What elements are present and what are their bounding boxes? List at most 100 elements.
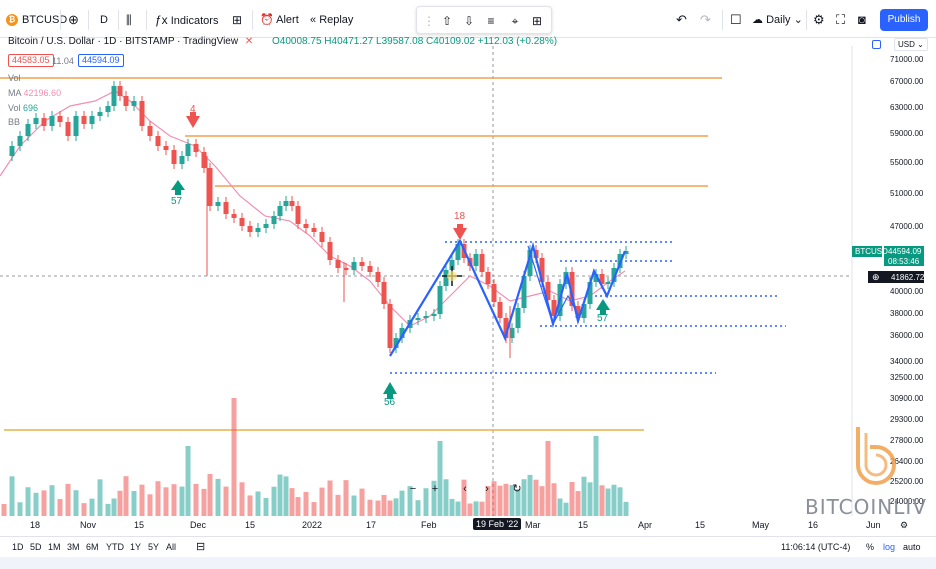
currency-selector[interactable]: USD ⌄ bbox=[894, 38, 928, 51]
volume-bar bbox=[193, 483, 199, 516]
volume-bar bbox=[437, 441, 443, 516]
range-button[interactable]: 1Y bbox=[130, 542, 142, 552]
range-button[interactable]: All bbox=[166, 542, 177, 552]
volume-bar bbox=[231, 398, 237, 516]
templates-icon[interactable]: ⊞ bbox=[232, 13, 243, 27]
candle-body bbox=[359, 262, 365, 266]
price-axis-label: 34000.00 bbox=[890, 357, 924, 366]
candle-body bbox=[131, 101, 137, 106]
arrow-down-icon[interactable]: ⇩ bbox=[463, 14, 475, 28]
range-button[interactable]: 3M bbox=[67, 542, 80, 552]
drag-handle-icon[interactable]: ⋮ bbox=[423, 14, 435, 28]
range-button[interactable]: 6M bbox=[86, 542, 99, 552]
volume-bar bbox=[485, 486, 491, 516]
volume-bar bbox=[117, 490, 123, 516]
range-button[interactable]: 1D bbox=[12, 542, 24, 552]
watermark-logo-text: BITCOINLIV bbox=[805, 495, 927, 519]
timezone-clock[interactable]: 11:06:14 (UTC-4) bbox=[781, 542, 851, 552]
volume-bar bbox=[381, 494, 387, 516]
sell-price-box[interactable]: 44583.05 bbox=[8, 54, 54, 67]
candle-body bbox=[393, 338, 399, 348]
redo-icon[interactable]: ↷ bbox=[700, 12, 711, 27]
layout-square-icon[interactable]: ☐ bbox=[730, 12, 742, 27]
candle-body bbox=[551, 300, 557, 316]
volume-bar bbox=[277, 474, 283, 516]
replay-button[interactable]: « Replay bbox=[310, 14, 354, 26]
scroll-left-icon[interactable]: ‹ bbox=[463, 483, 467, 495]
settings-gear-icon[interactable]: ⚙ bbox=[900, 520, 909, 530]
plus-circle-icon[interactable]: ⊕ bbox=[872, 272, 880, 282]
crosshair-price-tag: 41862.72 bbox=[891, 273, 925, 282]
arrow-up-icon[interactable]: ⇧ bbox=[441, 14, 453, 28]
settings-gear-icon[interactable]: ⚙ bbox=[813, 12, 825, 27]
lines-icon[interactable]: ≡ bbox=[487, 14, 495, 28]
zoom-in-icon[interactable]: + bbox=[431, 483, 439, 495]
volume-bar bbox=[179, 486, 185, 516]
candle-body bbox=[289, 201, 295, 206]
time-axis[interactable]: 18 Nov 15 Dec 15 2022 17 Feb 19 Feb '22 … bbox=[30, 518, 909, 530]
indicator-vol-row[interactable]: Vol bbox=[8, 73, 21, 83]
volume-bar bbox=[551, 483, 557, 516]
publish-button[interactable]: Publish bbox=[880, 9, 928, 31]
volume-bar bbox=[399, 490, 405, 516]
lock-scale-icon[interactable] bbox=[872, 40, 881, 49]
candle-body bbox=[587, 282, 593, 304]
volume-bar bbox=[57, 499, 63, 516]
symbol-search-button[interactable]: ₿ BTCUSD bbox=[6, 9, 67, 31]
chart-area[interactable]: 71000.00 67000.00 63000.00 59000.00 55000.00… bbox=[0, 46, 936, 516]
volume-bar bbox=[407, 486, 413, 516]
volume-bar bbox=[105, 503, 111, 516]
candle-body bbox=[207, 168, 213, 206]
buy-price-box[interactable]: 44594.09 bbox=[78, 54, 124, 67]
candle-body bbox=[399, 328, 405, 338]
volume-bar bbox=[569, 481, 575, 516]
reset-chart-icon[interactable]: ↻ bbox=[512, 483, 522, 495]
date-range-icon[interactable]: ⊟ bbox=[196, 541, 206, 553]
candle-body bbox=[455, 244, 461, 260]
candle-body bbox=[263, 224, 269, 228]
range-button[interactable]: 5D bbox=[30, 542, 42, 552]
zoom-out-icon[interactable]: − bbox=[409, 483, 417, 495]
interval-button[interactable]: D bbox=[100, 14, 108, 26]
annotation-label: 57 bbox=[597, 313, 609, 324]
candle-body bbox=[171, 150, 177, 164]
candle-body bbox=[521, 276, 527, 308]
indicators-button[interactable]: ƒx Indicators bbox=[155, 13, 219, 27]
range-button[interactable]: 5Y bbox=[148, 542, 160, 552]
indicator-ma-row[interactable]: MA 42196.60 bbox=[8, 88, 62, 98]
range-button[interactable]: 1M bbox=[48, 542, 61, 552]
auto-toggle[interactable]: auto bbox=[903, 542, 921, 552]
candle-body bbox=[283, 201, 289, 206]
pattern-icon[interactable]: ⌖ bbox=[511, 14, 519, 28]
volume-bar bbox=[497, 485, 503, 516]
percent-toggle[interactable]: % bbox=[866, 542, 875, 552]
candle-body bbox=[437, 286, 443, 314]
volume-bar bbox=[311, 502, 317, 516]
compare-add-icon[interactable]: ⊕ bbox=[68, 12, 79, 27]
indicator-vol2-row[interactable]: Vol 696 bbox=[8, 103, 39, 113]
price-chart-svg: 71000.00 67000.00 63000.00 59000.00 55000.00… bbox=[0, 46, 924, 516]
fullscreen-icon[interactable]: ⛶ bbox=[836, 12, 846, 27]
camera-icon[interactable]: ◙ bbox=[858, 12, 866, 27]
volume-bar bbox=[163, 487, 169, 516]
close-icon[interactable]: ✕ bbox=[244, 36, 254, 47]
alert-button[interactable]: ⏰ Alert bbox=[260, 14, 299, 26]
bottom-toolbar: 1D 5D 1M 3M 6M YTD 1Y 5Y All ⊟ 11:06:14 … bbox=[0, 536, 936, 556]
undo-icon[interactable]: ↶ bbox=[676, 12, 687, 27]
timeframe-dropdown[interactable]: ☁ Daily ⌄ bbox=[752, 14, 803, 26]
scroll-right-icon[interactable]: › bbox=[485, 483, 489, 495]
chart-type-icon[interactable]: ⫼ bbox=[126, 13, 132, 27]
price-axis: 71000.00 67000.00 63000.00 59000.00 55000.00… bbox=[890, 55, 924, 506]
candle-body bbox=[163, 146, 169, 150]
price-axis-label: 26400.00 bbox=[890, 457, 924, 466]
candle-body bbox=[49, 116, 55, 126]
volume-bar bbox=[139, 484, 145, 516]
grid-icon[interactable]: ⊞ bbox=[531, 14, 543, 28]
range-button[interactable]: YTD bbox=[106, 542, 124, 552]
indicator-bb-row[interactable]: BB bbox=[8, 117, 21, 127]
volume-bar bbox=[605, 488, 611, 516]
volume-bar bbox=[375, 500, 381, 516]
log-toggle[interactable]: log bbox=[883, 542, 896, 552]
volume-bar bbox=[351, 495, 357, 516]
ohlc-values: O40008.75 H40471.27 L39587.08 C40109.02 … bbox=[272, 36, 558, 47]
